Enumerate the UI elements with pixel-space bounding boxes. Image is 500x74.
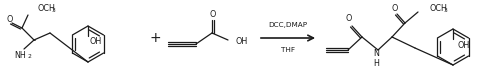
Text: O: O <box>210 9 216 18</box>
Text: 3: 3 <box>444 7 448 13</box>
Text: OCH: OCH <box>38 3 56 13</box>
Text: 2: 2 <box>28 54 32 59</box>
Text: O: O <box>392 3 398 13</box>
Text: OH: OH <box>236 38 248 46</box>
Text: THF: THF <box>281 47 295 53</box>
Text: OH: OH <box>457 40 469 50</box>
Text: OH: OH <box>90 38 102 46</box>
Text: O: O <box>7 15 13 24</box>
Text: H: H <box>373 59 379 67</box>
Text: 3: 3 <box>52 7 56 13</box>
Text: DCC,DMAP: DCC,DMAP <box>268 22 308 28</box>
Text: OCH: OCH <box>429 3 447 13</box>
Text: O: O <box>346 13 352 22</box>
Text: N: N <box>373 50 379 59</box>
Text: NH: NH <box>14 50 26 59</box>
Text: +: + <box>149 31 161 45</box>
